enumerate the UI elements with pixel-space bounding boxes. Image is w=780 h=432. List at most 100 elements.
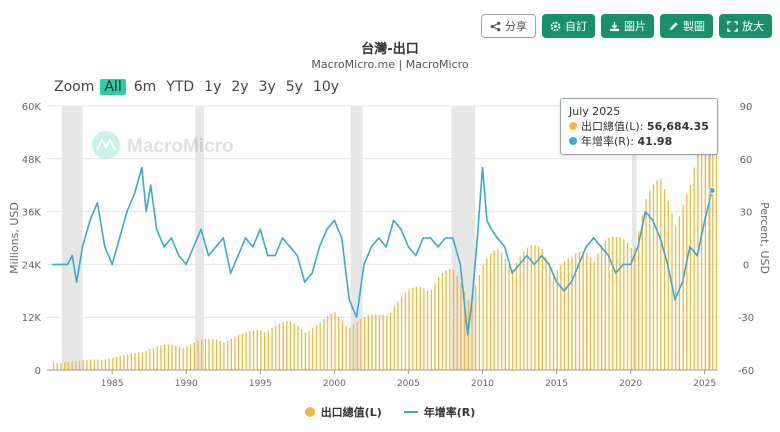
yoy-point	[563, 290, 565, 292]
bar	[312, 327, 314, 370]
bar	[556, 270, 558, 370]
yoy-line	[52, 117, 716, 336]
yoy-point	[703, 219, 706, 222]
enlarge-button[interactable]: 放大	[719, 14, 772, 38]
bar	[689, 184, 692, 370]
tooltip-r-label: 年增率(R):	[581, 135, 634, 148]
x-tick-label: 2000	[323, 379, 346, 389]
bar	[52, 362, 55, 370]
bar	[204, 338, 207, 370]
bar	[71, 361, 73, 370]
bar	[119, 355, 121, 370]
bar	[619, 237, 621, 370]
y-left-tick-label: 0	[35, 366, 41, 377]
bar	[349, 327, 351, 370]
yoy-point	[392, 219, 395, 222]
yoy-point	[533, 263, 536, 266]
bar	[64, 362, 66, 370]
axes: 0 12K 24K 36K 48K 60K -60 -30 0 30 60 90 1985 1990 199…	[22, 102, 754, 389]
yoy-point	[155, 228, 158, 230]
yoy-point	[459, 263, 462, 266]
yoy-point	[237, 254, 239, 257]
zoom-option-1y[interactable]: 1y	[204, 79, 222, 95]
zoom-option-10y[interactable]: 10y	[312, 79, 340, 95]
yoy-point	[318, 246, 321, 248]
bar	[360, 319, 362, 370]
bar	[223, 342, 225, 370]
yoy-point	[696, 254, 699, 257]
bar	[530, 245, 532, 370]
chart-toolbar: 分享 自訂 圖片 製圖 放大	[481, 14, 772, 38]
bar	[238, 334, 240, 370]
y-left-tick-label: 12K	[22, 313, 42, 324]
bar	[715, 142, 718, 370]
bar	[667, 200, 669, 370]
bar	[330, 313, 332, 370]
bar	[297, 326, 299, 370]
zoom-option-all[interactable]: All	[100, 79, 126, 95]
bar	[341, 321, 344, 370]
bar	[108, 358, 110, 370]
bar	[308, 330, 310, 370]
bar	[286, 321, 288, 370]
bar	[412, 287, 414, 370]
yoy-point	[252, 246, 254, 248]
zoom-option-ytd[interactable]: YTD	[166, 79, 195, 95]
bar	[441, 273, 444, 370]
chart-legend: 出口總值(L) 年增率(R)	[0, 404, 780, 420]
tooltip-row-l: 出口總值(L): 56,684.35	[569, 119, 709, 134]
bar	[315, 325, 318, 370]
yoy-point	[614, 272, 617, 275]
yoy-point	[490, 228, 493, 230]
y-axis-right-label: Percent, USD	[758, 202, 771, 274]
legend-item-yoy[interactable]: 年增率(R)	[403, 404, 475, 420]
bar	[534, 244, 536, 370]
bar	[604, 240, 606, 370]
bar	[208, 338, 210, 370]
zoom-option-2y[interactable]: 2y	[231, 79, 249, 95]
share-button[interactable]: 分享	[481, 14, 536, 38]
y-right-tick-label: 0	[743, 260, 749, 271]
bar	[101, 359, 103, 370]
bar	[600, 245, 603, 370]
bar	[415, 286, 418, 370]
make-chart-button[interactable]: 製圖	[660, 14, 713, 38]
bar	[130, 353, 132, 370]
bar	[526, 247, 529, 370]
zoom-option-6m[interactable]: 6m	[133, 79, 157, 95]
custom-button[interactable]: 自訂	[542, 14, 595, 38]
yoy-point	[163, 246, 165, 248]
yoy-point	[185, 263, 188, 266]
bar	[626, 242, 629, 370]
zoom-option-5y[interactable]: 5y	[285, 79, 303, 95]
yoy-point	[59, 263, 62, 266]
bar	[471, 295, 473, 370]
image-download-button[interactable]: 圖片	[601, 14, 654, 38]
bar	[282, 322, 284, 370]
zoom-option-3y[interactable]: 3y	[258, 79, 276, 95]
make-label: 製圖	[683, 20, 705, 33]
bar	[426, 290, 429, 370]
y-left-tick-label: 48K	[22, 155, 42, 166]
yoy-point	[149, 184, 152, 186]
bar	[608, 237, 610, 370]
legend-label-exports: 出口總值(L)	[320, 406, 382, 419]
line-series-dot-icon	[569, 137, 577, 145]
y-left-tick-label: 60K	[22, 102, 42, 113]
bar	[582, 251, 584, 370]
bar	[334, 312, 336, 370]
legend-item-exports[interactable]: 出口總值(L)	[304, 404, 382, 420]
bar	[549, 266, 551, 370]
zoom-label: Zoom	[54, 79, 95, 95]
bar	[134, 352, 136, 370]
bar	[389, 312, 392, 370]
bar	[519, 256, 521, 370]
bar	[304, 332, 307, 370]
bar	[475, 285, 477, 370]
yoy-point	[311, 272, 313, 275]
bar	[449, 268, 451, 370]
enlarge-label: 放大	[742, 20, 764, 33]
yoy-point	[652, 219, 654, 222]
bar	[489, 253, 492, 370]
